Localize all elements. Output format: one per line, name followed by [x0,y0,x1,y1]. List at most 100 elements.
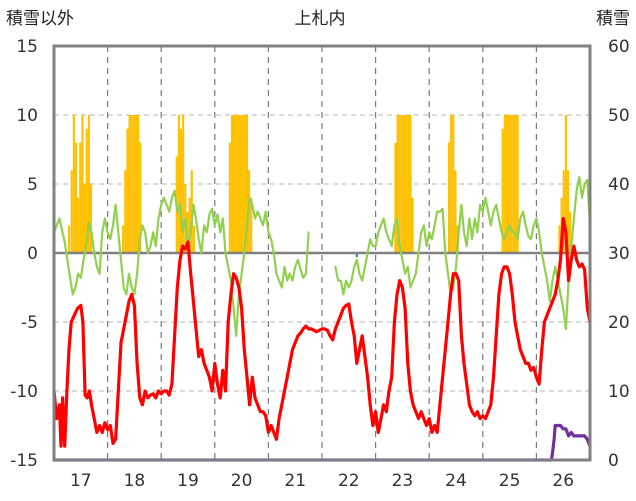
left-tick-label: -15 [10,451,38,471]
precipitation-bar [124,170,127,253]
x-tick-label: 24 [445,471,467,491]
precipitation-bar [128,115,131,253]
right-tick-label: 40 [608,175,630,195]
right-tick-label: 60 [608,37,630,57]
right-tick-label: 30 [608,244,630,264]
precipitation-bar [452,115,455,253]
x-tick-label: 22 [338,471,360,491]
precipitation-bar [400,115,403,253]
precipitation-bar [250,197,253,253]
left-tick-label: 0 [27,244,38,264]
plot-frame [52,44,592,462]
precipitation-bar [450,115,453,253]
precipitation-bar [67,225,71,253]
precipitation-bar [562,170,565,253]
precipitation-bar [516,115,519,253]
precipitation-bar [241,115,244,253]
precipitation-bar [81,115,84,253]
precipitation-bar [396,115,399,253]
precipitation-bar [182,115,185,253]
precipitation-bar [74,142,78,253]
precipitation-bar [245,115,249,253]
precipitation-bar [134,115,138,253]
temperature-series-line [52,216,592,448]
precipitation-bar [122,225,125,253]
precipitation-bar [79,142,82,253]
left-tick-label: -10 [10,382,38,402]
left-tick-label: 15 [16,37,38,57]
precipitation-bar [569,211,572,253]
precipitation-bar [512,115,515,253]
x-tick-label: 20 [231,471,253,491]
precipitation-bar [72,115,75,253]
precipitation-bar [447,142,451,253]
precipitation-bar [233,115,236,253]
left-y-axis-ticks: 15 10 5 0 -5 -10 -15 [10,37,38,471]
precipitation-bar [514,115,517,253]
precipitation-bar [126,128,129,253]
right-tick-label: 20 [608,313,630,333]
precipitation-bar [501,128,504,253]
left-tick-label: 10 [16,106,38,126]
precipitation-bar [77,197,80,253]
precipitation-bar [230,115,234,253]
precipitation-bar [137,115,140,253]
precipitation-bar [192,225,195,253]
precipitation-bar [239,115,242,253]
left-tick-label: -5 [21,313,38,333]
precipitation-bar [132,115,135,253]
x-tick-label: 18 [124,471,146,491]
precipitation-bar [243,115,246,253]
precipitation-bar [355,253,358,258]
precipitation-bar [454,170,457,253]
precipitation-bar [407,115,410,253]
precipitation-bar [188,197,191,253]
precipitation-bar [507,115,511,253]
precipitation-bar [558,225,561,253]
right-tick-label: 0 [608,451,619,471]
precipitation-bar [139,142,142,253]
chart-title: 上札内 [295,9,346,29]
precipitation-bar [130,115,133,253]
right-tick-label: 50 [608,106,630,126]
precipitation-bar [411,197,414,253]
snow-depth-series-line [52,423,592,462]
x-axis-ticks: 17 18 19 20 21 22 23 24 25 26 [70,471,574,491]
x-tick-label: 19 [177,471,199,491]
precipitation-bar [85,128,88,253]
x-tick-label: 26 [552,471,574,491]
precipitation-bar [405,115,408,253]
precipitation-bar [402,115,406,253]
wind-series-line [52,189,310,337]
left-tick-label: 5 [27,175,38,195]
precipitation-bar [409,115,412,253]
series-lines [52,176,592,462]
precipitation-bar [566,170,570,253]
precipitation-bar [83,184,86,253]
x-tick-label: 23 [392,471,414,491]
x-tick-label: 25 [499,471,521,491]
x-tick-label: 17 [70,471,92,491]
precipitation-bar [503,115,506,253]
left-axis-title: 積雪以外 [6,9,74,29]
precipitation-bar [89,184,93,253]
precipitation-bar [177,115,180,253]
precipitation-bar [237,115,240,253]
precipitation-bar [235,115,238,253]
right-tick-label: 10 [608,382,630,402]
precipitation-bar [228,142,231,253]
right-axis-title: 積雪 [596,9,630,29]
precipitation-bar [87,115,90,253]
right-y-axis-ticks: 60 50 40 30 20 10 0 [608,37,630,471]
precipitation-bar [394,142,397,253]
precipitation-bar [564,115,567,253]
x-tick-label: 21 [284,471,306,491]
precipitation-bar [505,115,508,253]
precipitation-bar [398,115,401,253]
precipitation-bar [510,115,513,253]
precipitation-bar [70,170,73,253]
wind-series-line [334,176,592,330]
precipitation-bar [179,128,183,253]
